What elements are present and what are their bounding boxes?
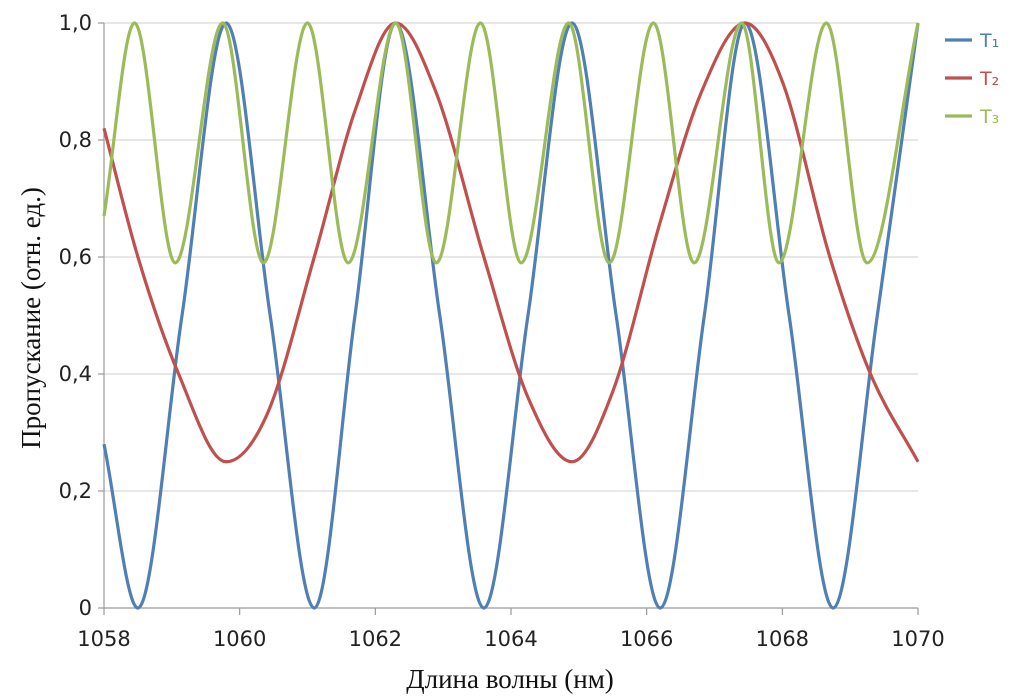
grid-lines xyxy=(104,22,918,492)
x-tick-label: 1058 xyxy=(77,627,130,651)
y-axis-title: Пропускание (отн. ед.) xyxy=(16,187,46,449)
legend-label-t2: T₂ xyxy=(979,68,999,90)
y-tick-label: 0,2 xyxy=(59,479,92,503)
x-tick-label: 1066 xyxy=(620,627,673,651)
y-tick-label: 0,8 xyxy=(59,128,92,152)
x-tick-label: 1064 xyxy=(484,627,537,651)
legend-label-t1: T₁ xyxy=(979,30,999,52)
series-lines xyxy=(102,21,920,610)
series-line-t2 xyxy=(102,21,920,464)
series-line-t1 xyxy=(102,21,920,610)
tick-labels: 1058 1060 1062 1064 1066 1068 1070 0 0,2 0,4 0,6 0,… xyxy=(59,11,945,651)
x-tick-label: 1060 xyxy=(213,627,266,651)
y-tick-label: 0,4 xyxy=(59,362,92,386)
series-line-t3 xyxy=(102,21,920,265)
y-tick-label: 1,0 xyxy=(59,11,92,35)
y-tick-label: 0,6 xyxy=(59,245,92,269)
legend: T₁ T₂ T₃ xyxy=(945,30,999,128)
y-tick-label: 0 xyxy=(79,596,92,620)
x-axis-title: Длина волны (нм) xyxy=(406,664,614,694)
x-tick-label: 1070 xyxy=(891,627,944,651)
legend-label-t3: T₃ xyxy=(979,106,999,128)
axes xyxy=(98,22,919,615)
x-tick-label: 1062 xyxy=(349,627,402,651)
x-tick-label: 1068 xyxy=(756,627,809,651)
